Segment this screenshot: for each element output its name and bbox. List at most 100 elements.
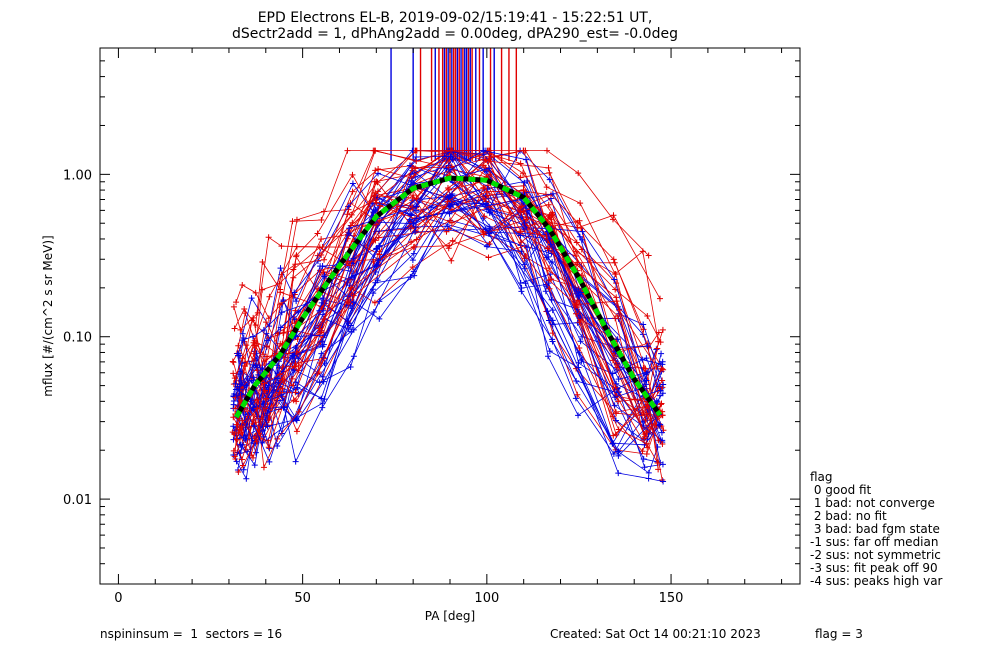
blue-flux-curve <box>240 225 663 467</box>
red-data-point <box>375 234 382 241</box>
x-tick-label: 0 <box>114 591 122 606</box>
red-data-point <box>321 256 328 263</box>
red-data-point <box>520 187 527 194</box>
red-data-point <box>319 243 326 250</box>
blue-data-point <box>294 384 301 391</box>
blue-data-point <box>522 156 529 163</box>
red-data-point <box>230 370 237 377</box>
flag-legend-entry: 3 bad: bad fgm state <box>810 522 940 536</box>
red-data-point <box>292 307 299 314</box>
blue-data-point <box>320 378 327 385</box>
red-data-point <box>659 476 666 483</box>
red-data-point <box>259 259 266 266</box>
red-data-point <box>613 298 620 305</box>
red-data-point <box>230 414 237 421</box>
red-data-point <box>232 405 239 412</box>
blue-data-point <box>370 308 377 315</box>
blue-data-point <box>579 236 586 243</box>
red-data-point <box>410 192 417 199</box>
red-data-point <box>645 252 652 259</box>
blue-data-point <box>345 326 352 333</box>
red-data-point <box>230 303 237 310</box>
blue-data-point <box>260 433 267 440</box>
blue-data-point <box>376 242 383 249</box>
blue-data-point <box>242 411 249 418</box>
red-flux-curve <box>234 159 663 457</box>
y-axis-ticks: 0.01 0.10 1.00 <box>63 47 800 585</box>
red-data-point <box>372 147 379 154</box>
blue-data-point <box>316 379 323 386</box>
blue-data-point <box>611 276 618 283</box>
blue-data-point <box>640 321 647 328</box>
blue-data-point <box>293 417 300 424</box>
red-data-point <box>277 286 284 293</box>
red-data-point <box>254 340 261 347</box>
blue-data-point <box>293 379 300 386</box>
red-data-point <box>347 284 354 291</box>
red-data-point <box>371 299 378 306</box>
red-data-point <box>291 363 298 370</box>
red-data-point <box>318 236 325 243</box>
red-data-point <box>610 432 617 439</box>
blue-data-point <box>413 203 420 210</box>
blue-data-point <box>260 327 267 334</box>
blue-data-point <box>645 475 652 482</box>
blue-data-point <box>412 223 419 230</box>
blue-data-point <box>321 273 328 280</box>
y-tick-label: 1.00 <box>63 168 92 183</box>
red-data-point <box>659 377 666 384</box>
red-data-point <box>233 299 240 306</box>
red-flux-curve <box>233 187 663 445</box>
blue-data-point <box>248 295 255 302</box>
red-data-point <box>263 395 270 402</box>
flag-legend-entry: -2 sus: not symmetric <box>810 548 941 562</box>
blue-data-point <box>644 343 651 350</box>
red-data-point <box>484 192 491 199</box>
x-tick-label: 150 <box>659 591 684 606</box>
red-data-point <box>295 408 302 415</box>
red-data-point <box>658 400 665 407</box>
red-data-point <box>659 384 666 391</box>
blue-data-point <box>609 370 616 377</box>
blue-data-point <box>318 350 325 357</box>
red-data-point <box>318 216 325 223</box>
blue-data-point <box>252 449 259 456</box>
red-data-point <box>231 325 238 332</box>
blue-data-point <box>485 230 492 237</box>
blue-data-point <box>483 200 490 207</box>
red-data-point <box>292 261 299 268</box>
blue-data-point <box>640 456 647 463</box>
red-data-point <box>446 242 453 249</box>
blue-data-point <box>274 443 281 450</box>
x-axis-ticks: 0 50 100 150 <box>114 48 783 606</box>
blue-data-point <box>318 299 325 306</box>
red-data-point <box>237 326 244 333</box>
blue-flux-curve <box>236 158 661 449</box>
blue-data-point <box>653 399 660 406</box>
blue-data-point <box>643 355 650 362</box>
red-data-point <box>485 254 492 261</box>
blue-data-point <box>410 250 417 257</box>
red-data-point <box>573 302 580 309</box>
blue-data-point <box>521 220 528 227</box>
red-data-point <box>448 147 455 154</box>
red-data-point <box>612 315 619 322</box>
blue-data-point <box>523 177 530 184</box>
blue-data-point <box>320 307 327 314</box>
red-data-point <box>659 440 666 447</box>
red-data-point <box>316 359 323 366</box>
red-data-point <box>517 228 524 235</box>
red-data-point <box>254 397 261 404</box>
blue-data-point <box>319 373 326 380</box>
red-data-point <box>654 345 661 352</box>
footer-spin-info: nspininsum = 1 sectors = 16 <box>100 627 282 641</box>
chart-title-line2: dSectr2add = 1, dPhAng2add = 0.00deg, dP… <box>232 26 678 42</box>
red-data-point <box>546 277 553 284</box>
blue-data-point <box>239 360 246 367</box>
red-data-point <box>653 363 660 370</box>
red-data-point <box>290 274 297 281</box>
red-data-point <box>487 171 494 178</box>
x-tick-label: 50 <box>294 591 311 606</box>
blue-data-point <box>575 364 582 371</box>
red-data-point <box>446 186 453 193</box>
